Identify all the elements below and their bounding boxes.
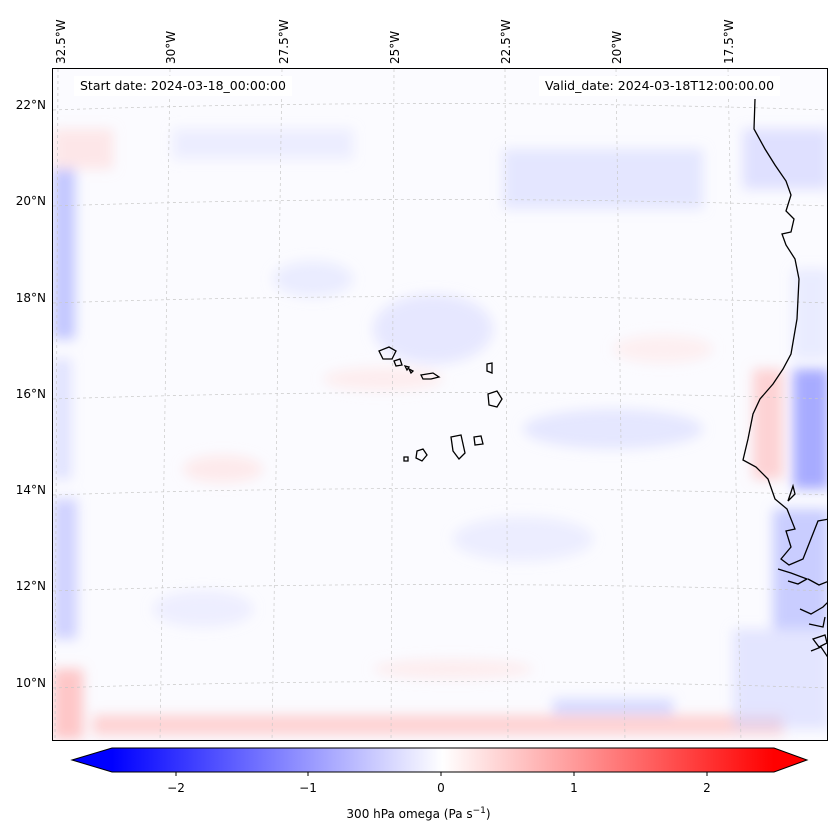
colorbar-label-exponent: −1: [472, 806, 486, 816]
graticule: [53, 69, 827, 740]
colorbar-low-extend: [72, 748, 112, 772]
colorbar-tick-neg2: −2: [167, 781, 185, 795]
coastline: [742, 98, 827, 658]
lat-label-18n: 18°N: [15, 291, 46, 305]
omega-field-map: [53, 69, 827, 740]
colorbar-gradient: [112, 748, 774, 772]
valid-date-label: Valid_date: 2024-03-18T12:00:00.00: [539, 76, 781, 96]
lat-label-10n: 10°N: [15, 676, 46, 690]
lat-label-22n: 22°N: [15, 98, 46, 112]
lon-label-32.5w: 32.5°W: [54, 19, 68, 64]
colorbar-tick-2: 2: [703, 781, 711, 795]
lat-label-14n: 14°N: [15, 483, 46, 497]
lon-label-25w: 25°W: [388, 30, 402, 64]
colorbar-label: 300 hPa omega (Pa s−1): [0, 806, 837, 821]
lon-label-30w: 30°W: [164, 30, 178, 64]
colorbar-label-end: ): [485, 807, 491, 821]
lat-label-16n: 16°N: [15, 387, 46, 401]
colorbar-label-main: 300 hPa omega (Pa s: [346, 807, 473, 821]
colorbar: [70, 747, 809, 776]
lat-label-12n: 12°N: [15, 579, 46, 593]
colorbar-high-extend: [774, 748, 807, 772]
cape-verde-islands: [378, 346, 503, 462]
omega-field-shading: [53, 129, 827, 739]
colorbar-tick-0: 0: [437, 781, 445, 795]
lon-label-22.5w: 22.5°W: [499, 19, 513, 64]
lon-label-27.5w: 27.5°W: [277, 19, 291, 64]
colorbar-tick-1: 1: [570, 781, 578, 795]
start-date-label: Start date: 2024-03-18_00:00:00: [74, 76, 292, 96]
map-panel[interactable]: [52, 68, 828, 741]
lat-label-20n: 20°N: [15, 194, 46, 208]
colorbar-outline: [70, 747, 809, 773]
lon-label-20w: 20°W: [610, 30, 624, 64]
lon-label-17.5w: 17.5°W: [722, 19, 736, 64]
colorbar-tick-neg1: −1: [299, 781, 317, 795]
colorbar-tick-marks: [175, 772, 708, 776]
